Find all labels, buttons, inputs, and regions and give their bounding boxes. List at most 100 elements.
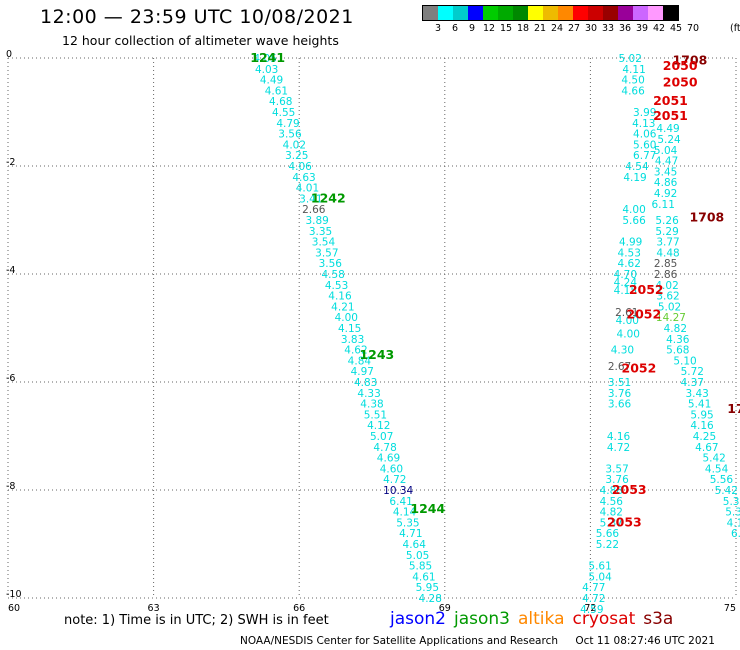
data-point-label: 3.43 — [685, 388, 708, 400]
pass-time-label: 2051 — [653, 108, 688, 123]
data-point-label: 4.54 — [705, 463, 729, 475]
data-point-label: 4.00 — [622, 204, 645, 216]
data-point-label: 4.00 — [335, 312, 358, 324]
data-point-label: 4.06 — [288, 161, 312, 173]
footer-timestamp: Oct 11 08:27:46 UTC 2021 — [575, 635, 715, 647]
data-point-label: 4.68 — [269, 96, 292, 108]
pass-time-label: 2053 — [612, 482, 647, 497]
data-point-label: 10.34 — [383, 485, 413, 497]
data-point-label: 4.15 — [614, 285, 637, 297]
data-point-label: 4.16 — [607, 431, 631, 443]
y-tick-label: -6 — [6, 373, 15, 384]
pass-time-label: 1708 — [672, 53, 707, 68]
data-point-label: 5.24 — [657, 134, 681, 146]
color-scale-label: 45 — [669, 23, 683, 34]
data-point-label: 4.99 — [619, 237, 642, 249]
color-scale-label: 3 — [434, 23, 442, 34]
color-swatch — [438, 6, 453, 20]
color-swatch — [483, 6, 498, 20]
color-swatch — [423, 6, 438, 20]
color-scale-swatches — [422, 5, 679, 21]
data-point-label: 4.16 — [690, 420, 714, 432]
page-title: 12:00 — 23:59 UTC 10/08/2021 — [40, 6, 354, 28]
data-point-label: 4.77 — [582, 582, 605, 594]
color-scale-label: 15 — [499, 23, 513, 34]
data-point-label: 4.82 — [600, 507, 623, 519]
data-point-label: 5.72 — [681, 366, 704, 378]
data-point-label: 4.1 — [727, 517, 740, 529]
data-point-label: 3.76 — [605, 474, 629, 486]
data-point-label: 4.70 — [614, 269, 637, 281]
color-swatch — [528, 6, 543, 20]
data-point-label: 4.53 — [618, 247, 641, 259]
color-scale-label: 70 — [686, 23, 700, 34]
data-point-label: 5.26 — [655, 215, 679, 227]
color-scale-label: 24 — [550, 23, 564, 34]
data-point-label: 4.61 — [265, 85, 288, 97]
data-point-label: 5.95 — [416, 582, 439, 594]
color-swatch — [468, 6, 483, 20]
data-point-label: 4.36 — [666, 334, 690, 346]
data-point-label: 4.28 — [419, 593, 442, 605]
x-tick-label: 75 — [724, 603, 736, 614]
data-point-label: 5.68 — [666, 345, 689, 357]
data-point-label: 3.25 — [285, 150, 308, 162]
color-scale-label: 12 — [482, 23, 496, 34]
data-point-label: 4.47 — [655, 156, 678, 168]
x-tick-label: 66 — [293, 603, 305, 614]
data-point-label: 5.02 — [658, 301, 681, 313]
grid-lines — [7, 57, 737, 599]
color-swatch — [558, 6, 573, 20]
pass-time-label: 2053 — [607, 514, 642, 529]
color-swatch — [453, 6, 468, 20]
data-point-label: 3.77 — [656, 237, 679, 249]
color-scale-label: 42 — [652, 23, 666, 34]
data-point-label: 4.79 — [276, 118, 299, 130]
color-scale-label: 18 — [516, 23, 530, 34]
y-tick-label: -2 — [6, 157, 15, 168]
data-point-label: 4.13 — [632, 118, 655, 130]
data-point-label: 4.71 — [399, 528, 422, 540]
data-point-label: 4.37 — [681, 377, 704, 389]
data-point-label: 4.82 — [664, 323, 687, 335]
pass-time-label: 1244 — [410, 501, 445, 516]
pass-time-label: 17 — [727, 401, 740, 416]
data-point-label: 4.61 — [412, 571, 435, 583]
color-scale-label: 39 — [635, 23, 649, 34]
data-point-label: 4.15 — [338, 323, 361, 335]
color-scale-label: 33 — [601, 23, 615, 34]
pass-time-label: 2050 — [663, 74, 698, 89]
pass-time-label: 2051 — [653, 93, 688, 108]
note-text: note: 1) Time is in UTC; 2) SWH is in fe… — [64, 613, 329, 628]
data-point-label: 3.56 — [319, 258, 343, 270]
satellite-legend-item: cryosat — [572, 609, 636, 629]
data-point-label: 4.02 — [655, 280, 678, 292]
data-point-label: 5.60 — [633, 139, 656, 151]
data-point-label: 5.22 — [596, 539, 619, 551]
color-swatch — [663, 6, 678, 20]
data-point-label: 3.62 — [656, 291, 679, 303]
data-point-label: 4.83 — [354, 377, 377, 389]
color-swatch — [513, 6, 528, 20]
data-point-label: 4.14 — [393, 507, 417, 519]
data-point-label: 4.24 — [614, 277, 638, 289]
data-point-label: 4.63 — [292, 172, 315, 184]
data-point-label: 2.61 — [615, 307, 638, 319]
pass-time-label: 1242 — [311, 190, 346, 205]
footer-credit: NOAA/NESDIS Center for Satellite Applica… — [240, 635, 558, 647]
axis-ticks: 60 63 66 69 72 75 0 -2 -4 -6 -8 -10 — [6, 49, 736, 614]
color-scale-label: 36 — [618, 23, 632, 34]
data-point-label: 5.56 — [710, 474, 734, 486]
color-scale-label: 9 — [468, 23, 476, 34]
data-point-label: 4.12 — [367, 420, 390, 432]
color-scale-label: 6 — [451, 23, 459, 34]
data-point-label: 14.27 — [656, 312, 686, 324]
data-point-label: 5.66 — [596, 528, 620, 540]
pass-time-labels: 1241124212431244170820502050205120511708… — [250, 50, 740, 529]
data-point-label: 5.29 — [655, 226, 678, 238]
data-point-label: 6.11 — [652, 199, 675, 211]
y-tick-label: 0 — [6, 49, 12, 60]
data-point-label: 5.37 — [600, 517, 623, 529]
